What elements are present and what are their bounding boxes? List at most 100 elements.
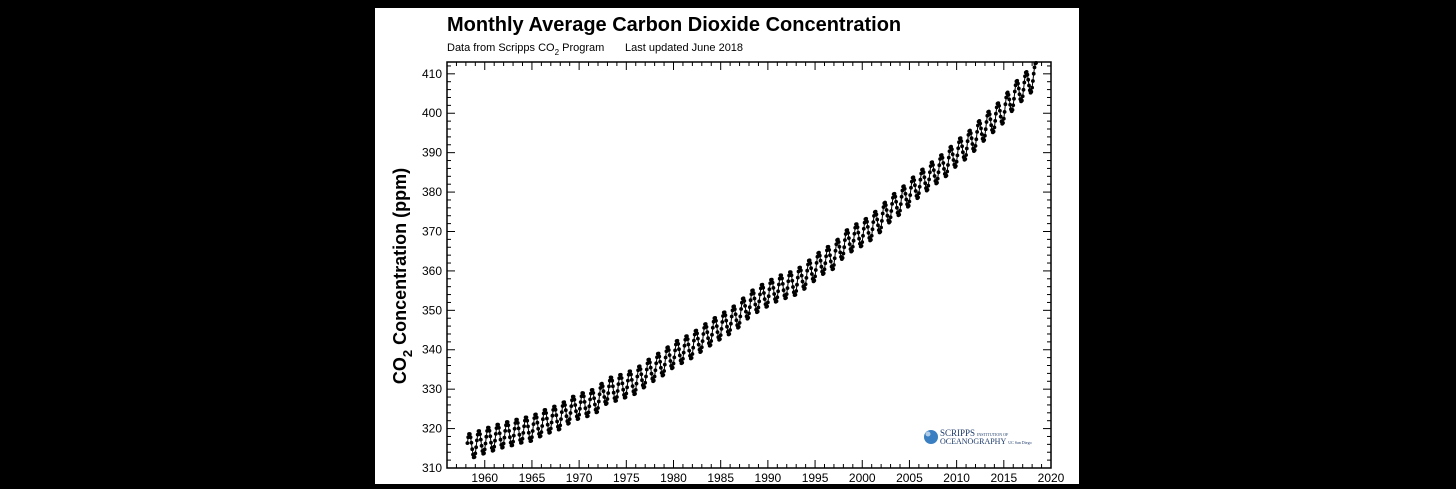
co2-data-point <box>1006 92 1011 97</box>
co2-data-point <box>553 407 558 412</box>
co2-data-point <box>906 203 911 208</box>
co2-data-point <box>534 415 539 420</box>
co2-data-point <box>701 332 706 336</box>
co2-data-point <box>478 437 483 442</box>
co2-data-point <box>567 417 572 421</box>
co2-data-point <box>729 314 734 319</box>
co2-data-point <box>621 387 626 392</box>
co2-data-point <box>690 352 695 356</box>
co2-data-point <box>865 219 869 224</box>
co2-data-point <box>562 400 567 404</box>
co2-data-point <box>719 327 724 331</box>
co2-data-point <box>1007 97 1012 102</box>
co2-data-point <box>662 369 666 373</box>
co2-data-point <box>951 158 956 162</box>
co2-data-point <box>648 360 652 365</box>
co2-data-point <box>511 439 515 444</box>
co2-data-point <box>714 318 718 323</box>
co2-data-point <box>1001 116 1006 121</box>
co2-data-point <box>704 325 709 329</box>
co2-data-point <box>488 434 493 439</box>
co2-data-point <box>808 261 813 265</box>
co2-data-point <box>472 455 477 459</box>
co2-data-point <box>904 197 909 202</box>
co2-data-point <box>916 195 920 200</box>
scripps-logo: SCRIPPS INSTITUTION OF OCEANOGRAPHY UC San… <box>924 428 1032 446</box>
co2-data-point <box>968 131 973 136</box>
co2-data-point <box>526 430 531 435</box>
co2-data-point <box>897 212 902 217</box>
co2-data-point <box>776 289 780 294</box>
co2-data-point <box>970 142 975 146</box>
co2-data-point <box>983 127 988 132</box>
co2-data-point <box>479 443 484 448</box>
co2-data-point <box>809 266 813 271</box>
co2-data-point <box>710 332 714 337</box>
co2-data-point <box>972 148 977 153</box>
co2-data-point <box>601 389 606 394</box>
co2-data-point <box>633 391 637 396</box>
co2-data-point <box>958 136 963 141</box>
y-tick-label: 310 <box>422 461 442 475</box>
co2-data-point <box>864 216 869 221</box>
co2-data-point <box>793 292 798 297</box>
subtitle-source-subscript: 2 <box>555 48 560 57</box>
co2-data-point <box>585 414 590 418</box>
co2-data-point <box>831 266 836 271</box>
co2-data-point <box>671 361 676 366</box>
co2-data-point <box>762 291 766 295</box>
co2-data-point <box>695 331 699 336</box>
co2-data-point <box>940 155 945 160</box>
chart-canvas: Monthly Average Carbon Dioxide Concentra… <box>375 8 1079 484</box>
co2-data-point <box>876 223 880 228</box>
co2-data-point <box>511 433 516 438</box>
co2-data-point <box>491 448 496 453</box>
co2-data-point <box>1031 71 1036 76</box>
co2-data-point <box>743 304 747 308</box>
co2-data-point <box>907 199 912 204</box>
co2-data-point <box>736 325 741 329</box>
co2-data-point <box>482 451 486 456</box>
co2-data-point <box>482 447 487 452</box>
logo-line2: OCEANOGRAPHY UC San Diego <box>940 437 1032 446</box>
co2-data-point <box>1012 96 1016 101</box>
co2-data-point <box>506 423 511 428</box>
co2-data-point <box>758 292 762 297</box>
x-tick-label: 1965 <box>519 471 546 484</box>
co2-data-point <box>739 307 743 311</box>
co2-data-point <box>651 378 656 383</box>
co2-data-point <box>814 261 819 265</box>
co2-data-point <box>515 421 520 425</box>
co2-data-point <box>893 194 898 199</box>
co2-data-point <box>587 404 592 409</box>
co2-data-point <box>738 314 743 319</box>
co2-data-point <box>885 213 890 218</box>
co2-data-point <box>605 397 610 401</box>
co2-data-point <box>791 285 795 289</box>
co2-data-point <box>761 285 766 290</box>
co2-data-point <box>959 139 964 144</box>
co2-data-point <box>520 436 525 441</box>
co2-data-point <box>838 250 843 255</box>
co2-data-point <box>1020 98 1024 103</box>
co2-data-point <box>917 191 921 196</box>
co2-data-point <box>861 226 866 231</box>
co2-data-point <box>926 183 931 188</box>
co2-data-point <box>469 440 474 445</box>
co2-data-point <box>979 126 983 131</box>
x-tick-label: 2000 <box>849 471 876 484</box>
chart-subtitle-updated: Last updated June 2018 <box>625 42 743 54</box>
co2-data-point <box>765 304 769 309</box>
co2-data-point <box>794 289 799 293</box>
co2-data-point <box>941 161 946 165</box>
co2-data-point <box>991 129 996 134</box>
co2-data-point <box>563 408 568 413</box>
subtitle-source-prefix: Data from Scripps CO <box>447 42 555 54</box>
co2-data-point <box>529 438 534 443</box>
co2-data-point <box>588 397 592 402</box>
co2-data-point <box>656 351 661 356</box>
co2-data-point <box>663 355 668 360</box>
co2-data-point <box>742 299 747 303</box>
co2-data-point <box>524 415 529 420</box>
co2-data-point <box>955 153 960 158</box>
